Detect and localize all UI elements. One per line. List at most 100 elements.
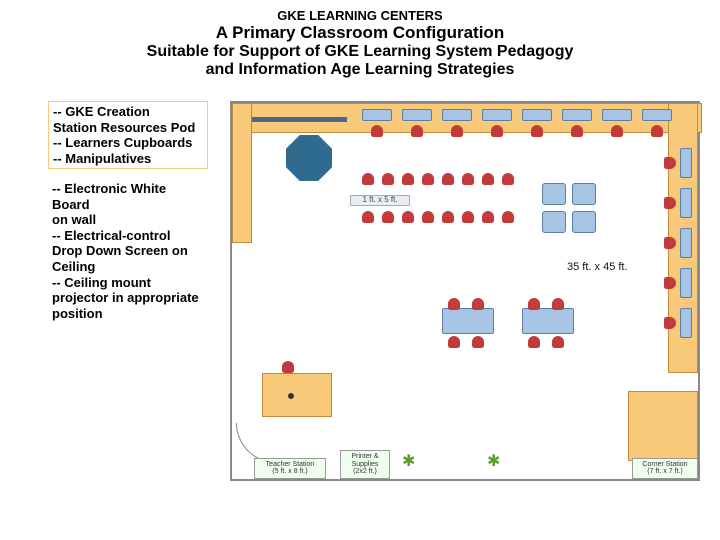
note2-l7: -- Ceiling mount xyxy=(52,275,204,291)
chair xyxy=(382,173,394,185)
teacher-station-label: Teacher Station (5 ft. x 8 ft.) xyxy=(254,458,326,479)
title-line1: GKE LEARNING CENTERS xyxy=(0,8,720,23)
desk xyxy=(680,228,692,258)
desk xyxy=(562,109,592,121)
floorplan: 1 ft. x 5 ft. 35 ft. x 45 ft. xyxy=(230,101,700,481)
chair xyxy=(442,211,454,223)
desk xyxy=(602,109,632,121)
chair xyxy=(382,211,394,223)
chair xyxy=(448,336,460,348)
printer-label: Printer & Supplies (2x2 ft.) xyxy=(340,450,390,479)
header-block: GKE LEARNING CENTERS A Primary Classroom… xyxy=(0,0,720,89)
chair xyxy=(448,298,460,310)
desk xyxy=(402,109,432,121)
note1-l2: Station Resources Pod xyxy=(53,120,203,136)
desk xyxy=(680,308,692,338)
note2-l3: on wall xyxy=(52,212,204,228)
teacher-chair xyxy=(282,361,294,373)
note-gke-resources: -- GKE Creation Station Resources Pod --… xyxy=(48,101,208,169)
chair xyxy=(664,317,676,329)
chair xyxy=(664,237,676,249)
note2-l4: -- Electrical-control xyxy=(52,228,204,244)
pod-table xyxy=(522,308,574,334)
chair xyxy=(552,336,564,348)
printer-l1: Printer & xyxy=(351,453,378,460)
chair xyxy=(651,125,663,137)
printer-l2: Supplies xyxy=(352,461,379,468)
chair xyxy=(482,211,494,223)
chair xyxy=(462,173,474,185)
chair xyxy=(528,336,540,348)
note-whiteboard: -- Electronic White Board on wall -- Ele… xyxy=(48,179,208,323)
chair xyxy=(611,125,623,137)
chair xyxy=(462,211,474,223)
room-dimensions: 35 ft. x 45 ft. xyxy=(567,261,628,273)
note2-l6: Ceiling xyxy=(52,259,204,275)
chair xyxy=(411,125,423,137)
chair xyxy=(422,211,434,223)
pod-table xyxy=(442,308,494,334)
note2-l9: position xyxy=(52,306,204,322)
room-outline: 1 ft. x 5 ft. 35 ft. x 45 ft. xyxy=(230,101,700,481)
star-icon: ✱ xyxy=(402,451,415,471)
teacher-dim-text: (5 ft. x 8 ft.) xyxy=(272,468,307,475)
desk xyxy=(642,109,672,121)
corner-l2: (7 ft. x 7 ft.) xyxy=(647,468,682,475)
chair xyxy=(442,173,454,185)
corner-label: Corner Station (7 ft. x 7 ft.) xyxy=(632,458,698,479)
chair xyxy=(664,157,676,169)
note2-l5: Drop Down Screen on xyxy=(52,243,204,259)
note2-l1: -- Electronic White xyxy=(52,181,204,197)
resource-pod xyxy=(542,183,566,205)
chair xyxy=(371,125,383,137)
chair xyxy=(571,125,583,137)
note2-l2: Board xyxy=(52,197,204,213)
chair xyxy=(502,173,514,185)
desk xyxy=(680,188,692,218)
chair xyxy=(664,277,676,289)
title-line2: A Primary Classroom Configuration xyxy=(0,23,720,43)
chair xyxy=(528,298,540,310)
printer-l3: (2x2 ft.) xyxy=(353,468,377,475)
star-icon: ✱ xyxy=(487,451,500,471)
chair xyxy=(531,125,543,137)
chair xyxy=(472,298,484,310)
chair xyxy=(422,173,434,185)
teacher-station xyxy=(262,373,332,417)
chair xyxy=(502,211,514,223)
chair xyxy=(451,125,463,137)
title-line4: and Information Age Learning Strategies xyxy=(0,61,720,79)
whiteboard-icon xyxy=(252,117,347,122)
desk xyxy=(482,109,512,121)
desk xyxy=(522,109,552,121)
chair xyxy=(402,211,414,223)
corner-l1: Corner Station xyxy=(642,461,687,468)
chair xyxy=(552,298,564,310)
note1-l4: -- Manipulatives xyxy=(53,151,203,167)
resource-pod xyxy=(572,211,596,233)
desk xyxy=(442,109,472,121)
corner-station xyxy=(628,391,698,461)
chair xyxy=(402,173,414,185)
content-area: -- GKE Creation Station Resources Pod --… xyxy=(0,89,720,489)
desk xyxy=(680,148,692,178)
note1-l1: -- GKE Creation xyxy=(53,104,203,120)
chair xyxy=(362,173,374,185)
note2-l8: projector in appropriate xyxy=(52,290,204,306)
chair xyxy=(664,197,676,209)
center-table-label: 1 ft. x 5 ft. xyxy=(350,195,410,206)
chair xyxy=(491,125,503,137)
left-perimeter xyxy=(232,103,252,243)
desk xyxy=(362,109,392,121)
dot-icon xyxy=(288,393,294,399)
title-line3: Suitable for Support of GKE Learning Sys… xyxy=(0,43,720,61)
teacher-label-text: Teacher Station xyxy=(266,461,315,468)
chair xyxy=(362,211,374,223)
resource-pod xyxy=(542,211,566,233)
chair xyxy=(472,336,484,348)
octagon-table xyxy=(286,135,332,181)
resource-pod xyxy=(572,183,596,205)
chair xyxy=(482,173,494,185)
note1-l3: -- Learners Cupboards xyxy=(53,135,203,151)
desk xyxy=(680,268,692,298)
